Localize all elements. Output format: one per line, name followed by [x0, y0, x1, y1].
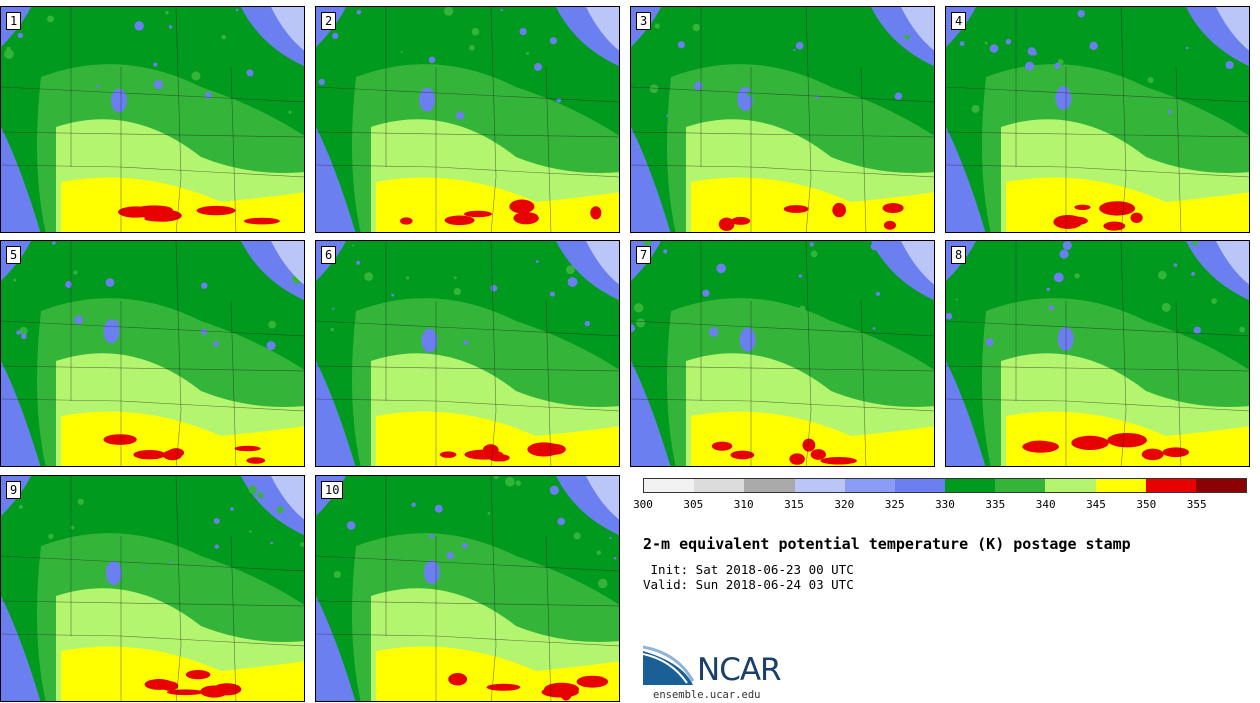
color-swatch [744, 479, 795, 492]
member-number: 4 [951, 12, 967, 30]
color-scale-tick-label: 330 [935, 498, 955, 511]
equivalent-potential-temperature-field [316, 241, 619, 466]
equivalent-potential-temperature-field [631, 241, 934, 466]
member-number: 1 [6, 12, 22, 30]
member-number: 6 [321, 246, 337, 264]
equivalent-potential-temperature-field [1, 476, 304, 701]
ensemble-member-panel-8: 8 [945, 240, 1250, 467]
member-number: 8 [951, 246, 967, 264]
member-number: 2 [321, 12, 337, 30]
color-scale-tick-label: 305 [683, 498, 704, 511]
color-scale-bar [643, 478, 1247, 493]
ensemble-url: ensemble.ucar.edu [653, 689, 761, 701]
color-scale-tick-label: 350 [1136, 498, 1157, 511]
color-swatch [894, 479, 946, 492]
ncar-logo-text: NCAR [697, 652, 782, 688]
ensemble-member-panel-6: 6 [315, 240, 620, 467]
equivalent-potential-temperature-field [1, 7, 304, 232]
equivalent-potential-temperature-field [946, 7, 1249, 232]
color-scale-tick-label: 320 [834, 498, 855, 511]
color-scale-tick-label: 345 [1086, 498, 1106, 511]
color-swatch [694, 479, 745, 492]
equivalent-potential-temperature-field [316, 7, 619, 232]
member-number: 5 [6, 246, 22, 264]
init-time: Init: Sat 2018-06-23 00 UTC [643, 562, 854, 577]
color-scale-tick-label: 300 [633, 498, 653, 511]
ensemble-member-panel-7: 7 [630, 240, 935, 467]
ensemble-member-panel-9: 9 [0, 475, 305, 702]
color-scale-tick-label: 325 [884, 498, 905, 511]
member-number: 3 [636, 12, 652, 30]
color-swatch [1045, 479, 1096, 492]
ncar-logo-icon [643, 645, 695, 685]
color-scale-tick-label: 310 [733, 498, 754, 511]
equivalent-potential-temperature-field [1, 241, 304, 466]
equivalent-potential-temperature-field [946, 241, 1249, 466]
valid-time: Valid: Sun 2018-06-24 03 UTC [643, 577, 854, 592]
figure-title: 2-m equivalent potential temperature (K)… [643, 535, 1131, 553]
member-number: 7 [636, 246, 652, 264]
color-swatch [644, 479, 695, 492]
color-swatch [794, 479, 845, 492]
color-scale-tick-label: 340 [1035, 498, 1056, 511]
ensemble-member-panel-1: 1 [0, 6, 305, 233]
color-scale-tick-label: 355 [1186, 498, 1207, 511]
color-swatch [945, 479, 996, 492]
ensemble-member-panel-3: 3 [630, 6, 935, 233]
color-scale-tick-label: 315 [784, 498, 804, 511]
color-swatch [1195, 479, 1247, 492]
equivalent-potential-temperature-field [316, 476, 619, 701]
color-swatch [1145, 479, 1196, 492]
ensemble-member-panel-10: 10 [315, 475, 620, 702]
color-scale-tick-label: 335 [985, 498, 1006, 511]
color-swatch [844, 479, 895, 492]
ensemble-member-panel-4: 4 [945, 6, 1250, 233]
color-swatch [995, 479, 1046, 492]
color-swatch [1095, 479, 1146, 492]
member-number: 9 [6, 481, 22, 499]
color-scale-labels: 300 305 310 315 320 325 330 335 340 345 350 355 [633, 498, 1247, 512]
ensemble-member-panel-2: 2 [315, 6, 620, 233]
equivalent-potential-temperature-field [631, 7, 934, 232]
ensemble-member-panel-5: 5 [0, 240, 305, 467]
member-number: 10 [321, 481, 344, 499]
